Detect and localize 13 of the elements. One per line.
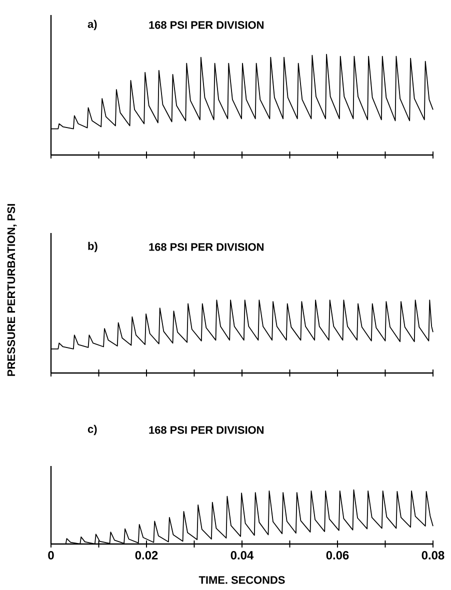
x-tick-label: 0 xyxy=(48,551,54,560)
y-axis-title: PRESSURE PERTURBATION, PSI xyxy=(7,204,17,376)
chart-subtitle: 168 PSI PER DIVISION xyxy=(149,426,264,434)
x-tick-label: 0.04 xyxy=(230,551,254,560)
chart-title: c) xyxy=(88,424,97,436)
chart-subtitle: 168 PSI PER DIVISION xyxy=(149,243,264,251)
chart-title: b) xyxy=(88,242,98,252)
x-tick-label: 0.06 xyxy=(326,551,349,560)
chart-subtitle: 168 PSI PER DIVISION xyxy=(149,21,264,29)
x-tick-label: 0.08 xyxy=(422,551,444,560)
x-axis-title: TIME. SECONDS xyxy=(198,576,285,584)
chart-title: a) xyxy=(88,20,97,30)
x-tick-label: 0.02 xyxy=(135,551,158,560)
